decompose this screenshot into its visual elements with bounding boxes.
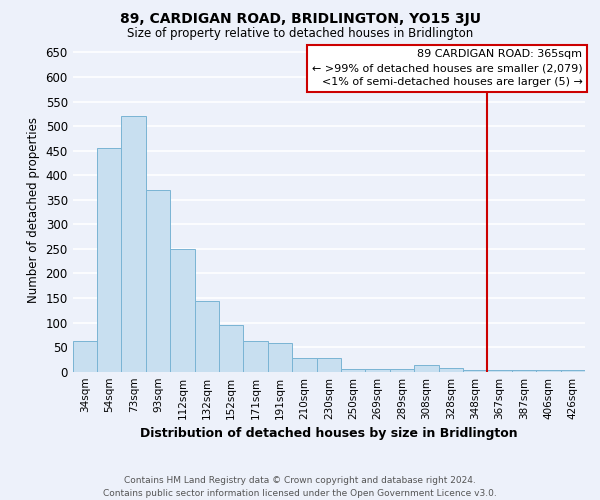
Bar: [268, 343, 292, 372]
X-axis label: Distribution of detached houses by size in Bridlington: Distribution of detached houses by size …: [140, 427, 518, 440]
Bar: [170, 249, 194, 372]
Y-axis label: Number of detached properties: Number of detached properties: [27, 116, 40, 302]
Bar: [121, 116, 146, 372]
Bar: [341, 369, 365, 372]
Bar: [244, 341, 268, 372]
Bar: [560, 370, 585, 372]
Bar: [463, 370, 487, 372]
Text: Size of property relative to detached houses in Bridlington: Size of property relative to detached ho…: [127, 28, 473, 40]
Bar: [414, 366, 439, 372]
Bar: [390, 369, 414, 372]
Text: Contains HM Land Registry data © Crown copyright and database right 2024.
Contai: Contains HM Land Registry data © Crown c…: [103, 476, 497, 498]
Text: 89, CARDIGAN ROAD, BRIDLINGTON, YO15 3JU: 89, CARDIGAN ROAD, BRIDLINGTON, YO15 3JU: [119, 12, 481, 26]
Bar: [97, 148, 121, 372]
Bar: [365, 369, 390, 372]
Bar: [194, 302, 219, 372]
Bar: [146, 190, 170, 372]
Bar: [512, 370, 536, 372]
Bar: [536, 370, 560, 372]
Text: 89 CARDIGAN ROAD: 365sqm
← >99% of detached houses are smaller (2,079)
<1% of se: 89 CARDIGAN ROAD: 365sqm ← >99% of detac…: [312, 49, 583, 87]
Bar: [73, 341, 97, 372]
Bar: [219, 325, 244, 372]
Bar: [292, 358, 317, 372]
Bar: [487, 370, 512, 372]
Bar: [439, 368, 463, 372]
Bar: [317, 358, 341, 372]
